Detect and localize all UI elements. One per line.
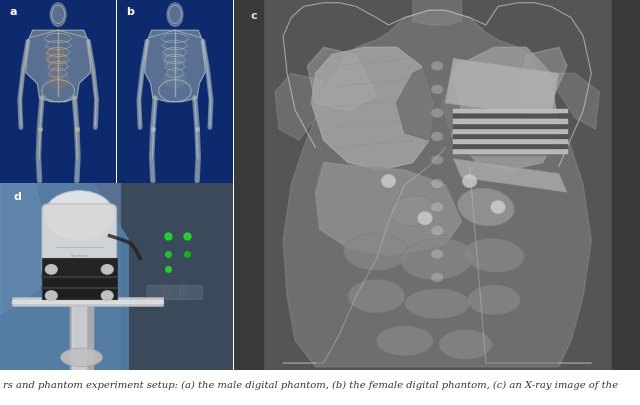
Ellipse shape — [391, 196, 435, 226]
Ellipse shape — [167, 4, 183, 28]
FancyBboxPatch shape — [42, 258, 116, 300]
Circle shape — [45, 265, 57, 275]
Ellipse shape — [468, 286, 520, 315]
Ellipse shape — [431, 109, 444, 118]
Ellipse shape — [463, 239, 524, 273]
Ellipse shape — [431, 179, 444, 189]
Ellipse shape — [50, 4, 67, 28]
Polygon shape — [453, 159, 567, 193]
Ellipse shape — [431, 62, 444, 71]
Polygon shape — [397, 63, 461, 141]
Circle shape — [491, 201, 506, 214]
Ellipse shape — [44, 191, 114, 240]
Ellipse shape — [431, 250, 444, 259]
Ellipse shape — [45, 48, 67, 70]
Polygon shape — [307, 48, 376, 111]
Circle shape — [101, 291, 113, 301]
Ellipse shape — [431, 85, 444, 95]
Ellipse shape — [431, 226, 444, 236]
Polygon shape — [551, 74, 600, 130]
FancyBboxPatch shape — [42, 205, 116, 275]
FancyBboxPatch shape — [0, 184, 233, 371]
Text: b: b — [126, 7, 134, 17]
Text: Siemens: Siemens — [70, 253, 88, 257]
Polygon shape — [518, 48, 567, 111]
Polygon shape — [316, 163, 461, 256]
Ellipse shape — [163, 71, 187, 90]
FancyBboxPatch shape — [163, 286, 186, 300]
Circle shape — [462, 175, 477, 188]
Ellipse shape — [431, 203, 444, 212]
Polygon shape — [413, 0, 461, 26]
Ellipse shape — [431, 273, 444, 283]
FancyBboxPatch shape — [121, 184, 233, 371]
Ellipse shape — [401, 239, 474, 280]
Ellipse shape — [162, 48, 183, 70]
Circle shape — [45, 291, 57, 301]
Ellipse shape — [439, 330, 492, 360]
Polygon shape — [312, 48, 433, 171]
Ellipse shape — [431, 156, 444, 165]
Polygon shape — [441, 48, 559, 171]
Ellipse shape — [344, 233, 409, 271]
Ellipse shape — [376, 326, 433, 356]
Polygon shape — [0, 184, 128, 371]
Polygon shape — [275, 74, 324, 141]
Polygon shape — [0, 184, 58, 315]
Circle shape — [418, 212, 433, 225]
Ellipse shape — [348, 280, 404, 313]
FancyBboxPatch shape — [179, 286, 203, 300]
Ellipse shape — [404, 289, 470, 319]
Ellipse shape — [47, 71, 70, 90]
Ellipse shape — [458, 189, 514, 226]
Ellipse shape — [61, 348, 102, 367]
Polygon shape — [234, 0, 263, 371]
Ellipse shape — [431, 132, 444, 142]
FancyBboxPatch shape — [12, 298, 163, 306]
Polygon shape — [26, 31, 91, 102]
Polygon shape — [234, 0, 640, 371]
Polygon shape — [145, 31, 205, 102]
Polygon shape — [612, 0, 640, 371]
Circle shape — [101, 265, 113, 275]
Polygon shape — [445, 59, 559, 119]
Circle shape — [381, 175, 396, 188]
Text: c: c — [251, 11, 257, 21]
Polygon shape — [453, 111, 567, 156]
Text: d: d — [14, 191, 22, 201]
Text: a: a — [10, 7, 17, 17]
Text: rs and phantom experiment setup: (a) the male digital phantom, (b) the female di: rs and phantom experiment setup: (a) the… — [3, 380, 618, 389]
FancyBboxPatch shape — [147, 286, 170, 300]
Polygon shape — [283, 11, 591, 367]
